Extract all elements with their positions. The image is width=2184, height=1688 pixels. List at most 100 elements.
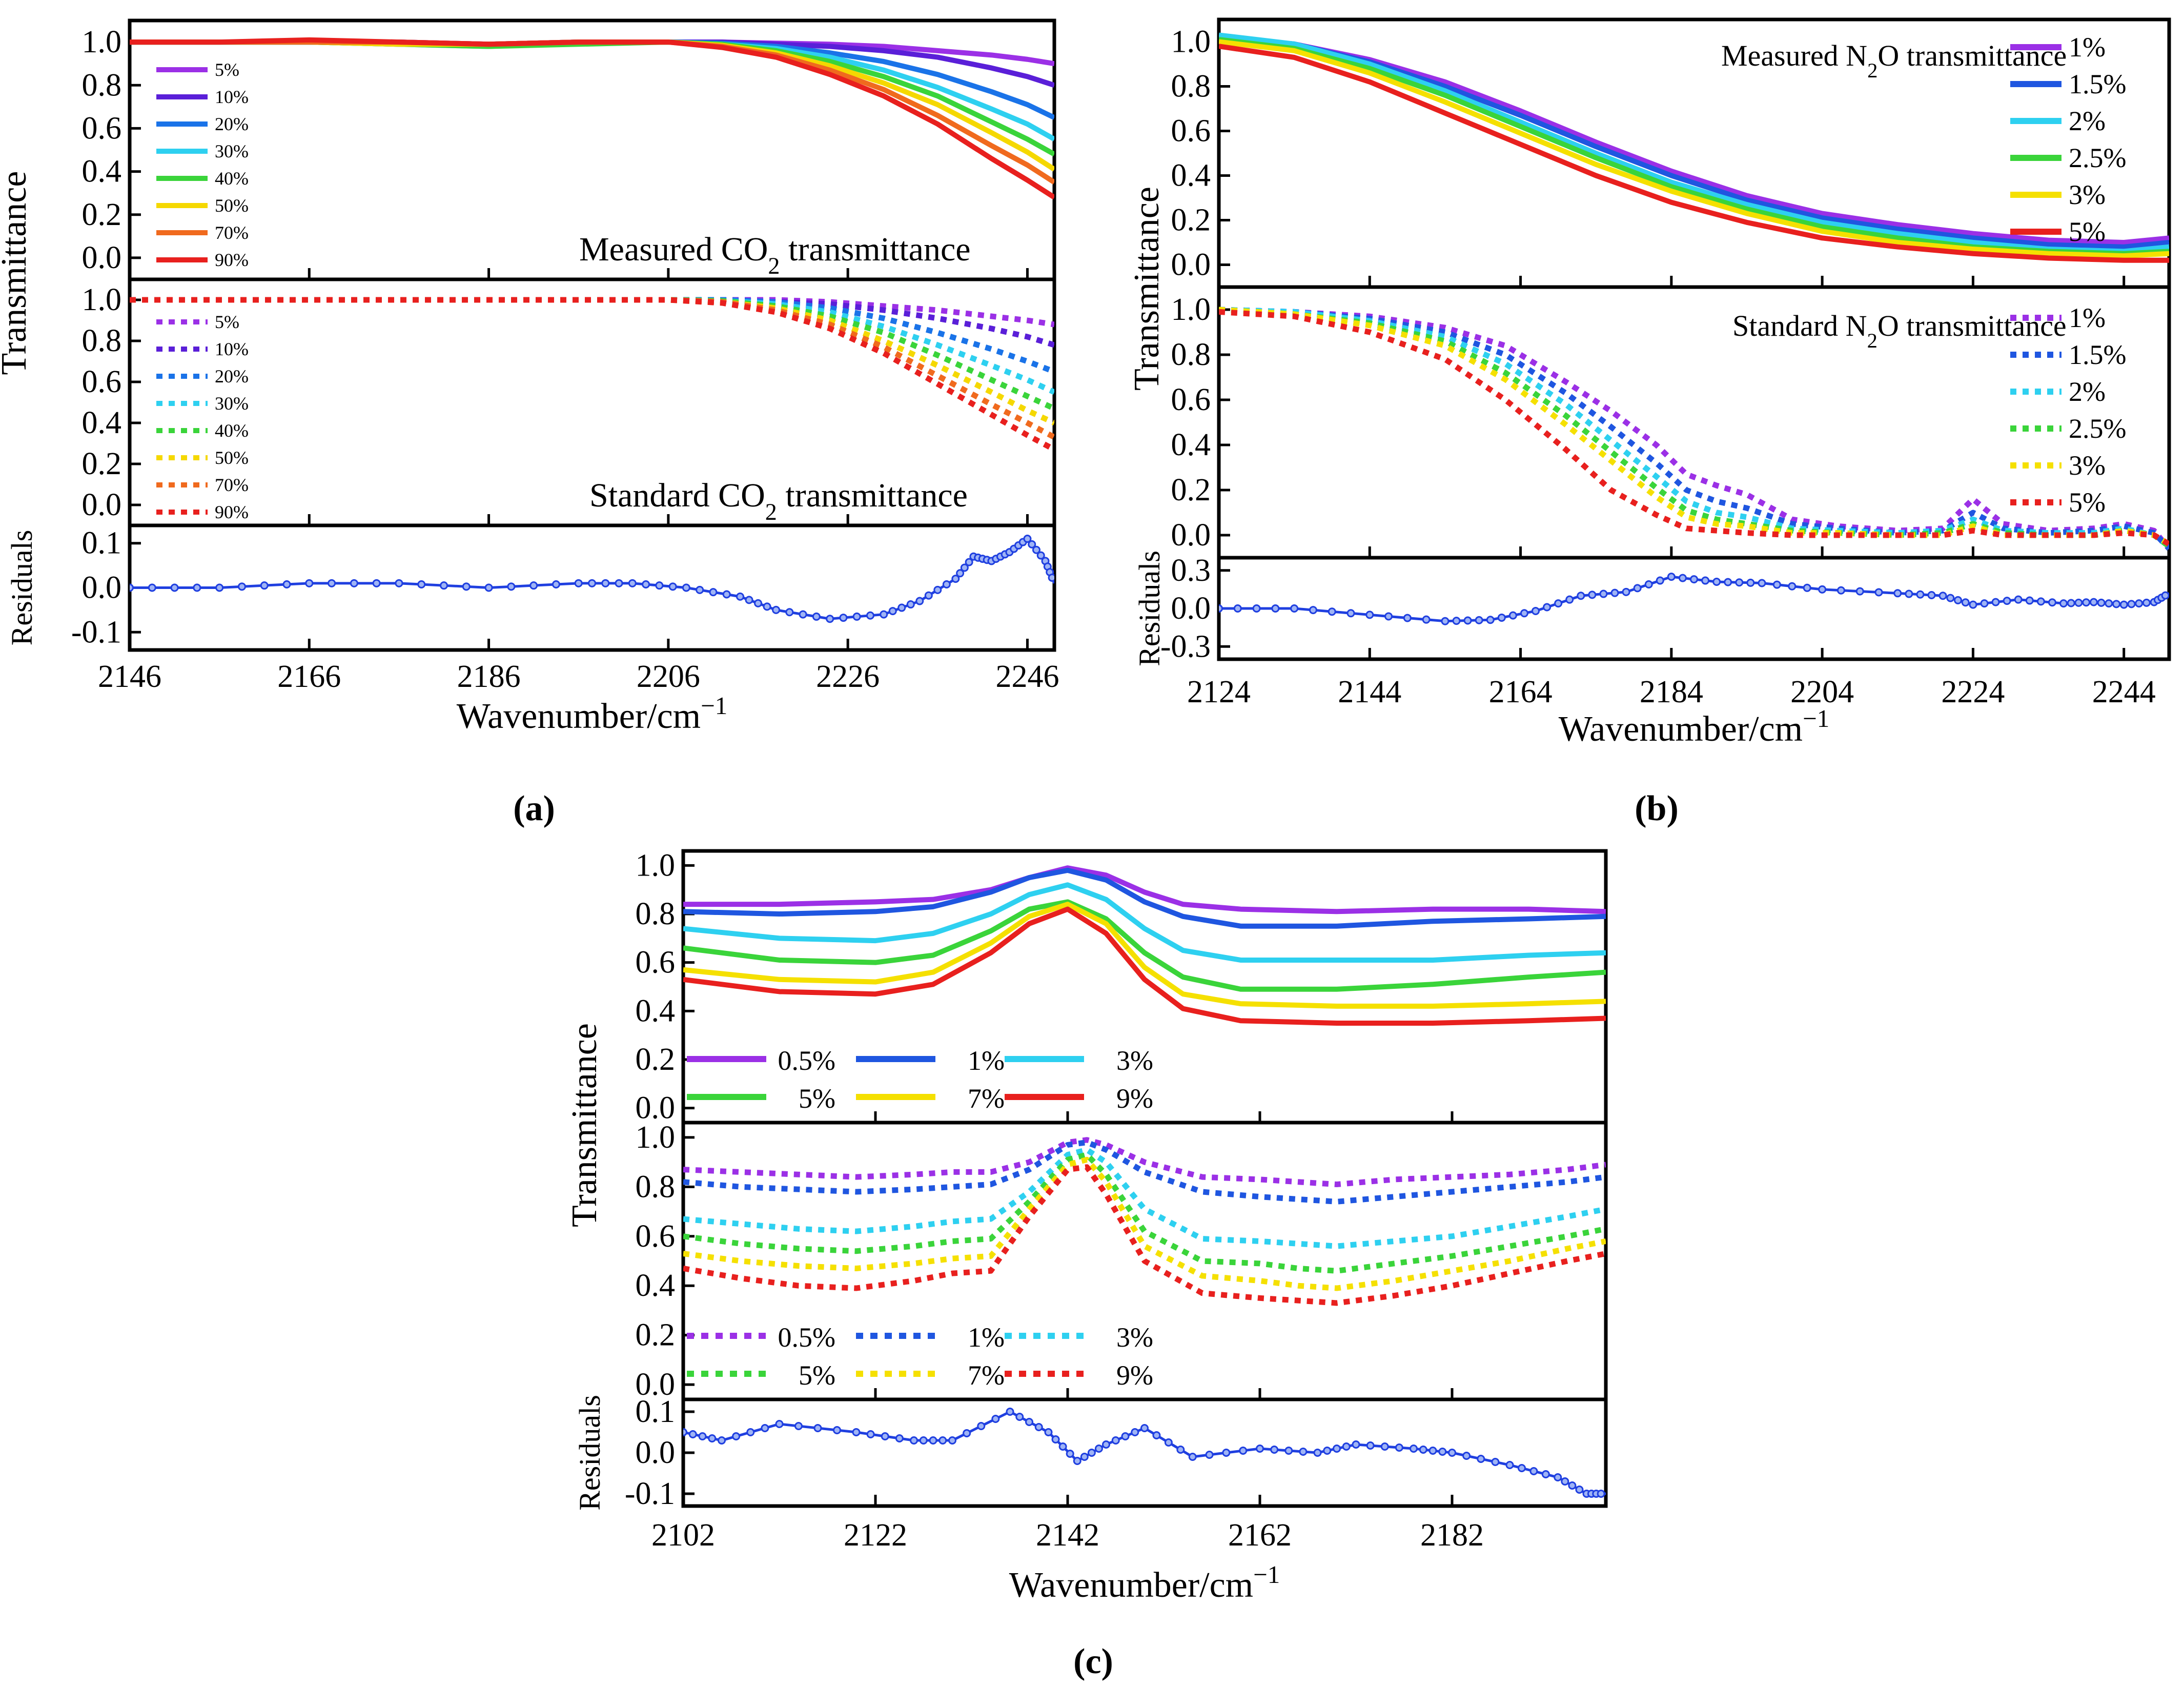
y-tick-label: 0.8 bbox=[636, 897, 676, 931]
residual-point bbox=[1517, 1464, 1526, 1472]
y-tick-label: 0.8 bbox=[82, 323, 122, 358]
x-tick-label: 2206 bbox=[637, 659, 700, 694]
series-line-3% bbox=[1219, 39, 2169, 259]
residual-point bbox=[1980, 599, 1989, 608]
residual-point bbox=[1486, 616, 1495, 624]
residual-point bbox=[1577, 592, 1585, 600]
residual-point bbox=[1836, 586, 1845, 595]
y-tick-label: 0.1 bbox=[82, 526, 122, 561]
series-line-5% bbox=[683, 899, 1606, 992]
residual-point bbox=[960, 563, 969, 572]
legend-label: 20% bbox=[215, 114, 249, 134]
residual-point bbox=[260, 581, 269, 590]
residual-point bbox=[761, 1424, 769, 1432]
residual-point bbox=[2161, 591, 2169, 600]
residual-point bbox=[919, 1436, 928, 1445]
residual-point bbox=[1565, 595, 1574, 604]
x-tick-label: 2162 bbox=[1228, 1518, 1292, 1553]
residual-point bbox=[1532, 606, 1540, 615]
plot-area bbox=[683, 1408, 1606, 1498]
residual-point bbox=[1028, 540, 1036, 548]
legend-label: 1% bbox=[2069, 302, 2106, 333]
residual-point bbox=[682, 583, 690, 592]
residual-point bbox=[588, 579, 596, 587]
residual-point bbox=[833, 1426, 841, 1434]
legend-label: 90% bbox=[215, 502, 249, 522]
residual-point bbox=[2048, 598, 2056, 607]
residual-point bbox=[2135, 599, 2144, 608]
plot-area bbox=[1219, 307, 2169, 551]
residual-point bbox=[1633, 584, 1642, 593]
residual-point bbox=[642, 580, 650, 588]
residual-point bbox=[1505, 1461, 1514, 1469]
residual-point bbox=[1313, 1449, 1322, 1457]
legend-label: 50% bbox=[215, 448, 249, 468]
residual-point bbox=[1448, 1449, 1456, 1457]
panel-title: Standard N2O transmittance bbox=[1732, 309, 2067, 352]
residual-point bbox=[1452, 617, 1461, 625]
residual-point bbox=[799, 610, 807, 619]
residual-point bbox=[1252, 604, 1261, 613]
panel-title: Measured N2O transmittance bbox=[1721, 39, 2067, 82]
residual-point bbox=[1256, 1445, 1264, 1453]
y-tick-label: 0.8 bbox=[1171, 69, 1211, 104]
y-tick-label: 1.0 bbox=[1171, 292, 1211, 327]
residual-point bbox=[529, 581, 538, 590]
residual-point bbox=[1015, 1413, 1024, 1421]
residual-point bbox=[1048, 573, 1054, 582]
legend-label: 30% bbox=[215, 393, 249, 414]
residual-point bbox=[1599, 589, 1608, 598]
residual-point bbox=[1803, 583, 1811, 592]
legend-label: 70% bbox=[215, 222, 249, 243]
residual-point bbox=[1066, 1450, 1074, 1458]
residual-point bbox=[1554, 599, 1563, 608]
residual-point bbox=[942, 580, 951, 588]
residual-point bbox=[910, 1436, 918, 1445]
residuals-axis-title: Residuals bbox=[1133, 551, 1166, 666]
y-tick-label: 0.2 bbox=[636, 1042, 676, 1077]
residual-point bbox=[1323, 1447, 1332, 1455]
x-tick-label: 2182 bbox=[1420, 1518, 1484, 1553]
residual-point bbox=[395, 579, 403, 587]
x-tick-label: 2166 bbox=[277, 659, 341, 694]
residual-point bbox=[1102, 1440, 1110, 1449]
panel-measured: 0.0 0.2 0.4 0.6 0.8 1.0 5% 10% 20% 30% 40% 50% 70% 90… bbox=[82, 18, 1056, 281]
series-line-90% bbox=[130, 297, 1054, 452]
residual-point bbox=[1788, 582, 1797, 591]
x-tick-label: 2246 bbox=[995, 659, 1059, 694]
legend-label: 5% bbox=[799, 1083, 835, 1114]
plot-area bbox=[683, 1137, 1606, 1306]
residual-point bbox=[2036, 597, 2045, 606]
legend-label: 90% bbox=[215, 250, 249, 270]
residual-point bbox=[170, 583, 179, 592]
legend-label: 9% bbox=[1116, 1360, 1153, 1391]
residual-point bbox=[1575, 1486, 1584, 1494]
residual-point bbox=[1032, 545, 1040, 554]
residual-point bbox=[736, 592, 744, 601]
residual-point bbox=[1395, 1443, 1403, 1452]
residual-point bbox=[2082, 598, 2091, 607]
residual-point bbox=[1529, 1467, 1538, 1475]
panel-residuals: -0.1 0.0 0.1 Residuals bbox=[5, 523, 1056, 652]
residual-point bbox=[1342, 1442, 1351, 1451]
residual-point bbox=[813, 1424, 822, 1432]
series-line-5% bbox=[1219, 44, 2169, 263]
residual-point bbox=[668, 582, 677, 591]
series-line-7% bbox=[683, 902, 1606, 1009]
residual-point bbox=[965, 558, 973, 566]
residual-point bbox=[1772, 580, 1781, 589]
residual-point bbox=[895, 1434, 904, 1442]
residual-point bbox=[1588, 591, 1597, 599]
legend-label: 5% bbox=[2069, 216, 2106, 247]
y-tick-label: 0.4 bbox=[1171, 428, 1211, 462]
legend-label: 0.5% bbox=[778, 1322, 835, 1353]
residual-point bbox=[956, 569, 965, 578]
residual-point bbox=[1023, 535, 1032, 543]
residual-point bbox=[772, 605, 781, 614]
legend-label: 20% bbox=[215, 366, 249, 387]
y-tick-label: 0.4 bbox=[82, 405, 122, 440]
x-tick-label: 2146 bbox=[98, 659, 161, 694]
y-tick-label: 0.6 bbox=[1171, 114, 1211, 149]
residual-point bbox=[1365, 611, 1374, 619]
plot-area bbox=[1219, 573, 2169, 625]
